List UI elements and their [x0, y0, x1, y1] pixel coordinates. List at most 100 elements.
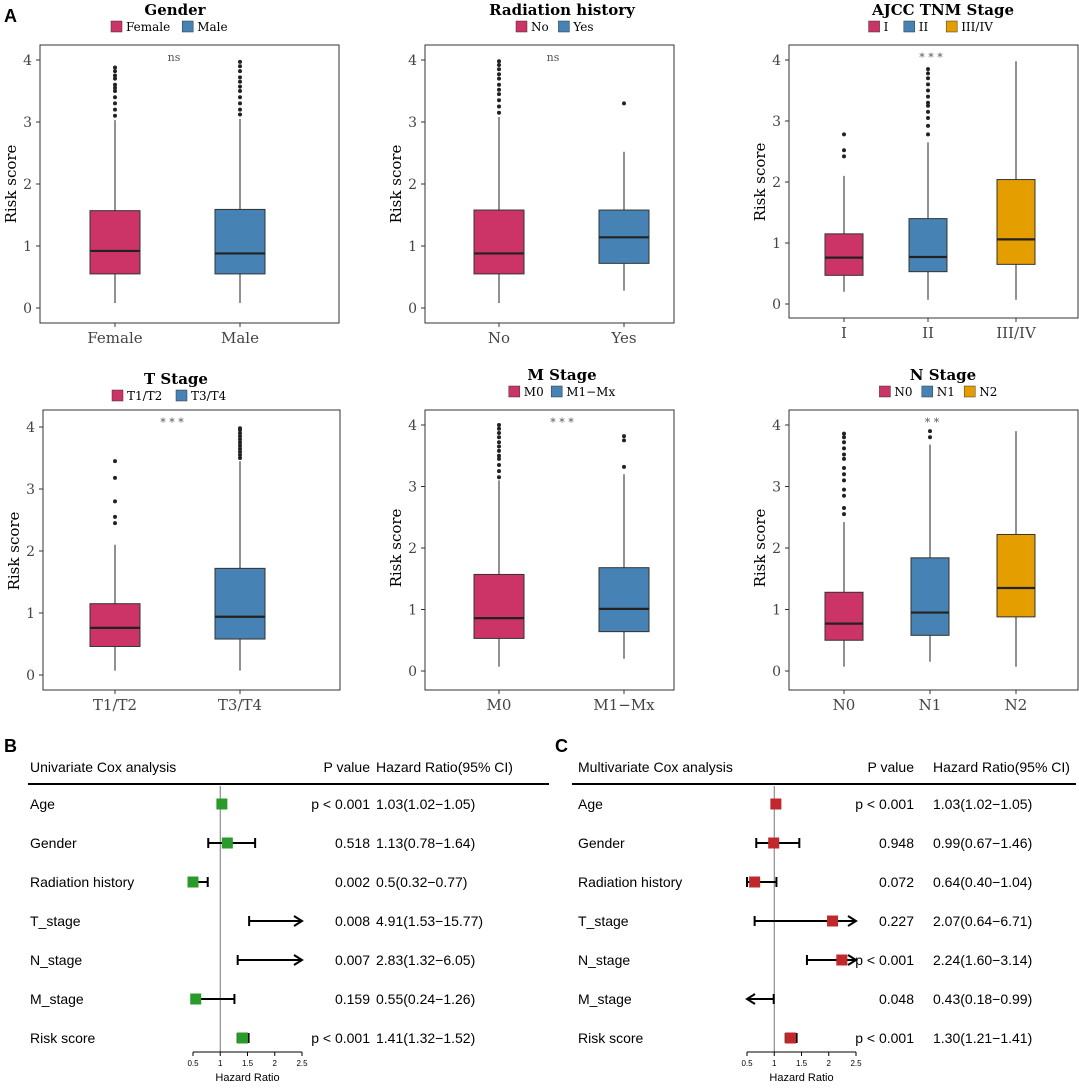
outlier-point	[238, 95, 242, 100]
outlier-point	[926, 82, 930, 87]
outlier-point	[497, 475, 501, 480]
row-label: N_stage	[30, 952, 82, 968]
outlier-point	[622, 438, 626, 443]
ci-arrow-left	[745, 993, 756, 1005]
outlier-point	[113, 89, 117, 93]
y-tick-label: 1	[26, 606, 35, 622]
row-pvalue: 0.007	[335, 952, 370, 968]
row-pvalue: p < 0.001	[311, 796, 370, 812]
row-label: Risk score	[578, 1030, 644, 1046]
y-axis-label: Risk score	[5, 511, 23, 590]
x-tick-label: T3/T4	[218, 696, 262, 714]
x-tick-label: M0	[487, 696, 512, 714]
forest-row: Gender 0.948 0.99(0.67−1.46)	[578, 835, 1032, 851]
legend-swatch	[508, 385, 521, 398]
outlier-point	[497, 67, 501, 72]
outlier-point	[238, 69, 242, 74]
row-label: N_stage	[578, 952, 630, 968]
y-tick-label: 2	[772, 541, 781, 557]
x-tick-label: N1	[919, 696, 942, 714]
legend-swatch	[515, 20, 528, 33]
x-tick-label: Male	[221, 329, 259, 347]
outlier-point	[497, 435, 501, 440]
y-tick-label: 0	[408, 664, 417, 680]
outlier-point	[928, 435, 932, 440]
legend-label: I	[884, 20, 889, 34]
legend-label: Male	[197, 20, 227, 34]
outlier-point	[113, 499, 117, 504]
legend-swatch	[945, 20, 958, 33]
ci-arrow-right	[293, 954, 304, 966]
row-hr: 2.83(1.32−6.05)	[376, 952, 475, 968]
row-pvalue: 0.518	[335, 835, 370, 851]
hr-point	[237, 1032, 249, 1044]
significance-label: * * *	[550, 416, 574, 429]
row-label: Gender	[30, 835, 77, 851]
outlier-point	[497, 62, 501, 67]
box-body	[473, 573, 525, 639]
outlier-point	[497, 440, 501, 445]
row-pvalue: 0.008	[335, 913, 370, 929]
row-hr: 1.03(1.02−1.05)	[933, 796, 1032, 812]
box-N2: N2	[996, 431, 1036, 714]
legend-label: II	[919, 20, 929, 34]
y-tick-label: 2	[26, 544, 35, 560]
box-M0: M0	[473, 423, 525, 714]
outlier-point	[238, 89, 242, 93]
forest-header-hr: Hazard Ratio(95% CI)	[376, 759, 513, 775]
outlier-point	[113, 475, 117, 480]
legend-swatch	[879, 385, 891, 398]
row-hr: 0.5(0.32−0.77)	[376, 874, 467, 890]
forest-row: N_stage p < 0.001 2.24(1.60−3.14)	[578, 952, 1032, 968]
forest-row: Risk score p < 0.001 1.30(1.21−1.41)	[578, 1030, 1032, 1046]
outlier-point	[926, 88, 930, 93]
significance-label: * *	[925, 416, 940, 429]
outlier-point	[113, 85, 117, 90]
y-tick-label: 2	[408, 177, 417, 193]
y-tick-label: 0	[772, 664, 781, 680]
box-N1: N1	[910, 429, 950, 714]
hr-point	[785, 1032, 797, 1044]
plot-frame	[424, 44, 675, 324]
chart-title: Gender	[144, 1, 206, 19]
y-tick-label: 3	[772, 480, 781, 496]
box-body	[996, 533, 1036, 618]
outlier-point	[497, 104, 501, 109]
row-pvalue: p < 0.001	[855, 796, 914, 812]
box-I: I	[824, 132, 864, 342]
outlier-point	[622, 434, 626, 439]
forest-row: M_stage 0.159 0.55(0.24−1.26)	[30, 991, 475, 1007]
outlier-point	[113, 113, 117, 118]
outlier-point	[238, 101, 242, 106]
hr-point	[221, 837, 233, 849]
outlier-point	[238, 64, 242, 69]
row-hr: 1.30(1.21−1.41)	[933, 1030, 1032, 1046]
x-tick-label: M1−Mx	[593, 696, 655, 714]
plot-frame	[39, 44, 340, 324]
y-axis-label: Risk score	[751, 508, 769, 587]
outlier-point	[842, 431, 846, 436]
box-body	[598, 567, 650, 633]
x-tick-label: 2	[827, 1059, 832, 1068]
forest-header-pvalue: P value	[868, 759, 915, 775]
outlier-point	[238, 449, 242, 454]
ci-arrow-right	[293, 915, 304, 927]
legend-label: T1/T2	[127, 389, 162, 403]
outlier-point	[238, 440, 242, 445]
box-body	[214, 567, 266, 640]
legend-label: N0	[894, 385, 912, 399]
row-hr: 4.91(1.53−15.77)	[376, 913, 483, 929]
y-tick-label: 1	[772, 603, 781, 619]
outlier-point	[497, 59, 501, 64]
y-tick-label: 4	[408, 53, 417, 69]
outlier-point	[238, 446, 242, 451]
box-body	[89, 210, 141, 275]
forest-row: T_stage 0.227 2.07(0.64−6.71)	[578, 913, 1032, 929]
outlier-point	[238, 59, 242, 64]
row-pvalue: 0.002	[335, 874, 370, 890]
x-tick-label: Female	[87, 329, 142, 347]
hr-point	[827, 915, 839, 927]
hr-point	[770, 798, 782, 810]
